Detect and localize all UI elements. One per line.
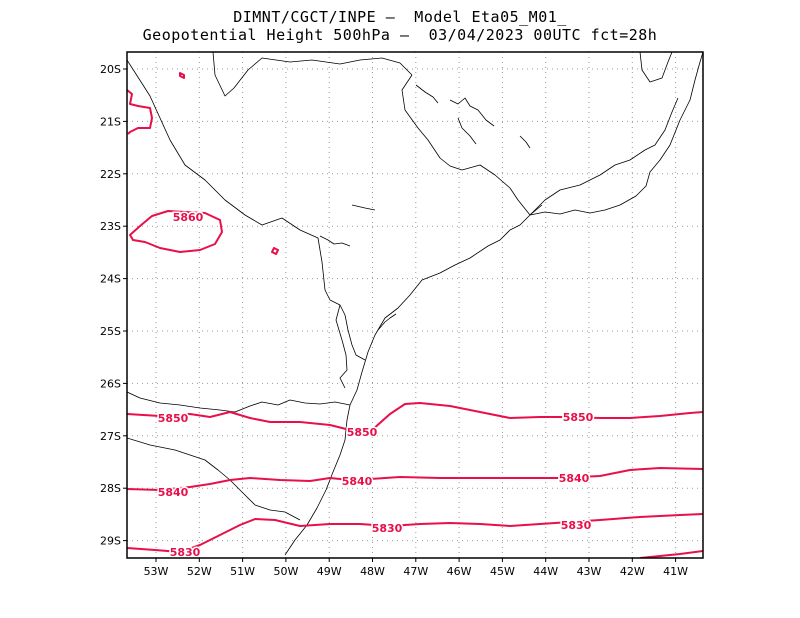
contour-label: 5850 xyxy=(563,411,594,424)
state-border-sc-rs xyxy=(127,437,301,521)
state-border-north xyxy=(212,52,413,97)
coastline-sp-pr xyxy=(284,204,543,556)
reservoir-5 xyxy=(319,235,351,247)
lon-label: 43W xyxy=(577,565,602,578)
lon-label: 53W xyxy=(144,565,169,578)
lon-label: 44W xyxy=(533,565,558,578)
lat-label: 20S xyxy=(100,63,121,76)
reservoir-1 xyxy=(449,97,495,127)
title-line-2: Geopotential Height 500hPa – 03/04/2023 … xyxy=(142,26,658,44)
coastline-rj xyxy=(529,52,703,216)
contour-5820 xyxy=(639,550,703,558)
contour-5860-isle-1 xyxy=(179,72,185,79)
contour-label: 5840 xyxy=(342,475,373,488)
map-grid xyxy=(127,52,703,558)
contour-label: 5850 xyxy=(347,426,378,439)
state-border-sp-mg xyxy=(401,74,531,216)
lat-label: 26S xyxy=(100,377,121,390)
lon-label: 45W xyxy=(490,565,515,578)
contour-label: 5860 xyxy=(173,211,204,224)
reservoir-2 xyxy=(457,117,477,145)
contour-5860-edge xyxy=(127,89,153,135)
lat-label: 21S xyxy=(100,115,121,128)
contour-label: 5830 xyxy=(561,519,592,532)
reservoir-4 xyxy=(351,204,376,211)
reservoir-3 xyxy=(519,135,531,149)
state-border-pr-paraguay xyxy=(127,391,351,413)
height-contours xyxy=(127,72,703,558)
map-frame xyxy=(126,51,704,559)
contour-labels: 5860 5850 5850 5850 5840 5840 5840 5830 5830 5830 xyxy=(156,210,595,559)
lon-label: 48W xyxy=(360,565,385,578)
lon-label: 47W xyxy=(403,565,428,578)
contour-5860-closed xyxy=(129,210,223,253)
river-argentina xyxy=(335,304,348,389)
contour-5850 xyxy=(127,402,703,431)
lat-label: 25S xyxy=(100,325,121,338)
lon-label: 42W xyxy=(620,565,645,578)
contour-5830 xyxy=(127,513,703,553)
lat-label: 29S xyxy=(100,535,121,548)
lon-label: 52W xyxy=(187,565,212,578)
contour-label: 5830 xyxy=(170,546,201,559)
lon-label: 46W xyxy=(447,565,472,578)
contour-5860-isle-2 xyxy=(271,247,279,255)
contour-label: 5850 xyxy=(158,412,189,425)
lat-label: 23S xyxy=(100,220,121,233)
lat-label: 22S xyxy=(100,168,121,181)
bay-paranagua xyxy=(377,313,397,331)
lon-label: 51W xyxy=(230,565,255,578)
coastlines xyxy=(127,52,703,556)
state-border-es xyxy=(639,52,673,83)
lat-label: 24S xyxy=(100,273,121,286)
state-border-ms-sp xyxy=(127,59,331,301)
lake-1 xyxy=(415,84,439,104)
contour-5840 xyxy=(127,467,703,491)
contour-label: 5840 xyxy=(559,472,590,485)
title-line-1: DIMNT/CGCT/INPE – Model Eta05_M01_ xyxy=(233,8,567,26)
lat-label: 27S xyxy=(100,430,121,443)
state-border-mg-rj xyxy=(529,97,679,216)
state-border-pr-sc xyxy=(329,299,366,361)
lon-label: 49W xyxy=(317,565,342,578)
contour-label: 5840 xyxy=(158,486,189,499)
lon-label: 41W xyxy=(663,565,688,578)
lat-label: 28S xyxy=(100,482,121,495)
lon-label: 50W xyxy=(273,565,298,578)
contour-label: 5830 xyxy=(372,522,403,535)
map-axes: 20S 21S 22S 23S 24S 25S 26S 27S 28S 29S 53W 52W 51W 5… xyxy=(100,63,688,578)
